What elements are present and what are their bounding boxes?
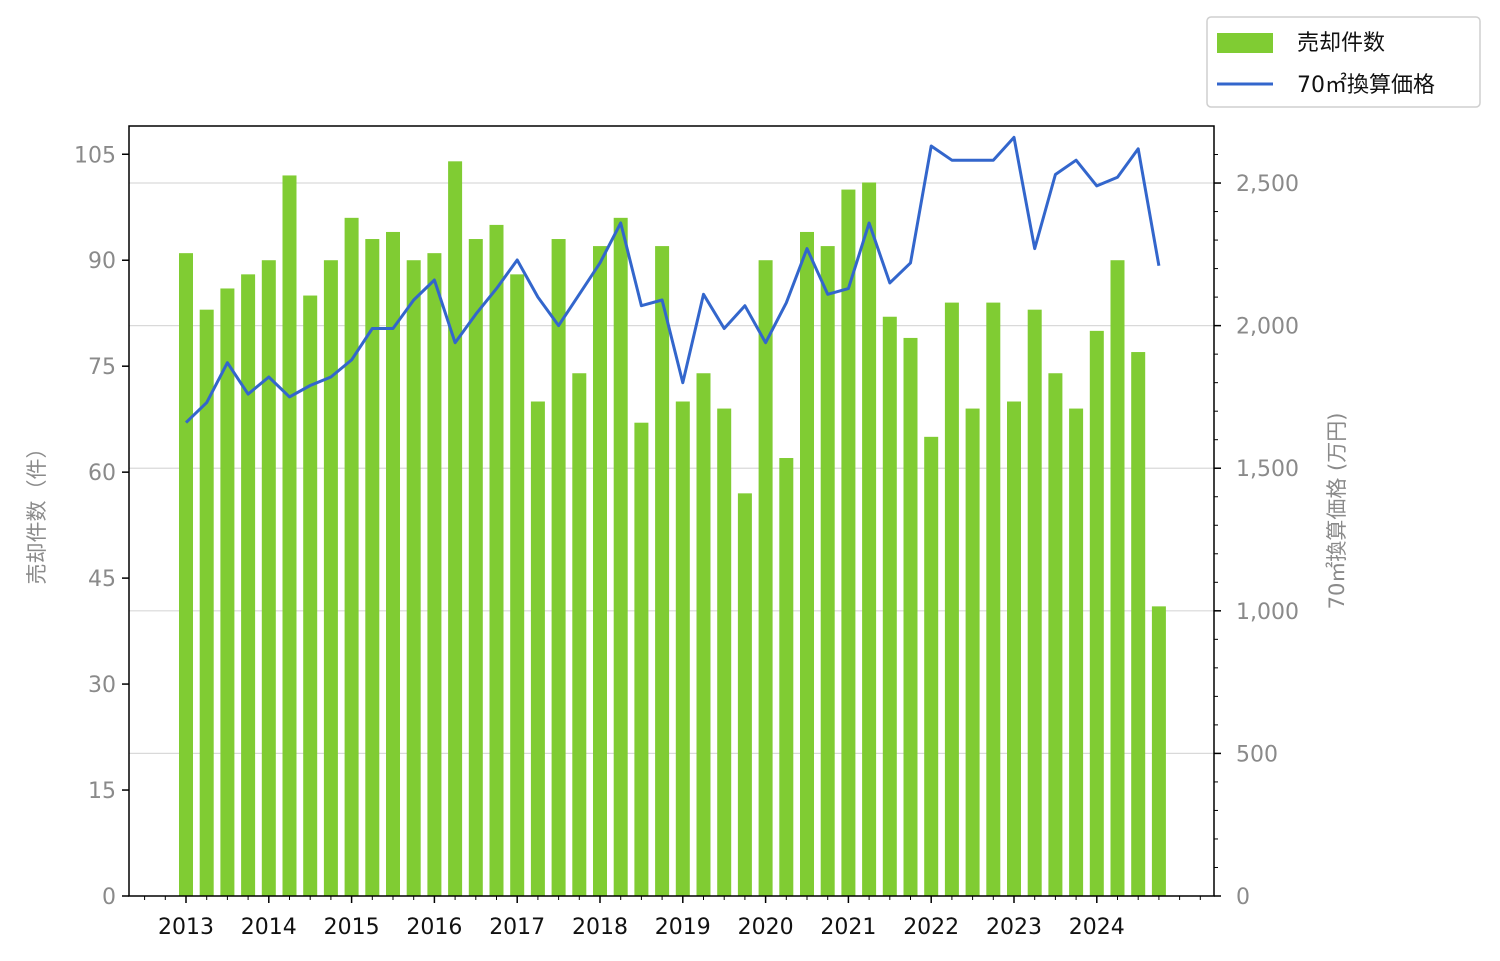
bar-2024-Q4 xyxy=(1151,606,1166,896)
bar-2017-Q1 xyxy=(510,274,525,896)
right-tick-label-3: 1,500 xyxy=(1236,457,1299,482)
bar-2023-Q3 xyxy=(1048,373,1063,897)
bar-2018-Q2 xyxy=(613,217,628,897)
bar-2022-Q4 xyxy=(986,302,1001,897)
x-tick-label-2015: 2015 xyxy=(324,915,380,940)
bar-2024-Q1 xyxy=(1089,330,1104,896)
left-tick-label-5: 75 xyxy=(88,355,116,380)
bar-2015-Q2 xyxy=(365,239,380,896)
x-tick-label-2023: 2023 xyxy=(986,915,1042,940)
bar-2023-Q1 xyxy=(1007,401,1021,896)
right-tick-label-0: 0 xyxy=(1236,885,1250,910)
legend: 売却件数 70㎡換算価格 xyxy=(1206,16,1481,108)
bar-2016-Q4 xyxy=(489,224,504,897)
bar-2020-Q2 xyxy=(779,458,794,896)
x-tick-label-2020: 2020 xyxy=(738,915,794,940)
bar-series xyxy=(179,161,1166,897)
bar-2014-Q3 xyxy=(303,295,318,897)
left-tick-label-4: 60 xyxy=(88,461,116,486)
x-tick-label-2024: 2024 xyxy=(1069,915,1125,940)
legend-line-label: 70㎡換算価格 xyxy=(1297,72,1435,98)
bar-2020-Q4 xyxy=(820,246,835,896)
right-tick-label-5: 2,500 xyxy=(1236,172,1299,197)
bar-2021-Q3 xyxy=(882,316,897,896)
bar-2013-Q1 xyxy=(179,253,193,897)
right-axis-title: 70㎡換算価格 (万円) xyxy=(1325,413,1349,610)
legend-bar-label: 売却件数 xyxy=(1297,31,1385,56)
bar-2024-Q3 xyxy=(1131,352,1146,896)
bar-2021-Q4 xyxy=(903,337,918,896)
x-tick-label-2013: 2013 xyxy=(158,915,214,940)
bar-2020-Q3 xyxy=(800,231,814,896)
plot-frame xyxy=(128,125,1215,897)
bar-2018-Q1 xyxy=(593,246,607,896)
x-tick-label-2014: 2014 xyxy=(241,915,297,940)
bar-2016-Q2 xyxy=(448,161,463,896)
bar-2015-Q1 xyxy=(344,217,359,897)
left-tick-label-1: 15 xyxy=(88,779,116,804)
bar-2013-Q2 xyxy=(199,309,214,896)
bar-2022-Q1 xyxy=(924,436,939,896)
left-tick-label-2: 30 xyxy=(88,673,116,698)
bar-2014-Q4 xyxy=(323,260,338,896)
bar-2023-Q4 xyxy=(1069,408,1084,896)
right-tick-label-2: 1,000 xyxy=(1236,600,1299,625)
bar-2019-Q3 xyxy=(717,408,732,896)
bar-2019-Q1 xyxy=(675,401,690,896)
left-tick-label-0: 0 xyxy=(102,885,116,910)
bar-2015-Q4 xyxy=(406,260,421,896)
bar-2019-Q2 xyxy=(696,373,711,897)
right-tick-label-4: 2,000 xyxy=(1236,315,1299,340)
left-tick-label-7: 105 xyxy=(74,143,116,168)
legend-box xyxy=(1206,16,1481,108)
bar-2021-Q2 xyxy=(862,182,877,896)
bar-2017-Q2 xyxy=(530,401,545,896)
line-series xyxy=(184,135,1161,424)
bar-2020-Q1 xyxy=(758,260,773,896)
bar-2013-Q3 xyxy=(220,288,235,896)
bar-2024-Q2 xyxy=(1110,260,1125,896)
left-axis-title: 売却件数（件） xyxy=(25,438,49,585)
x-tick-label-2018: 2018 xyxy=(572,915,628,940)
right-axis: 0 500 1,000 1,500 2,000 2,500 xyxy=(1214,154,1299,910)
bar-2017-Q3 xyxy=(551,239,566,896)
x-tick-label-2017: 2017 xyxy=(489,915,545,940)
bar-2023-Q2 xyxy=(1027,309,1042,896)
bar-2019-Q4 xyxy=(737,493,752,896)
x-tick-label-2022: 2022 xyxy=(903,915,959,940)
x-tick-label-2021: 2021 xyxy=(820,915,876,940)
bar-2016-Q1 xyxy=(427,253,442,897)
bar-2013-Q4 xyxy=(241,274,256,896)
bar-2022-Q3 xyxy=(965,408,980,896)
bar-2014-Q1 xyxy=(261,260,276,896)
legend-bar-swatch xyxy=(1217,33,1273,53)
bar-2015-Q3 xyxy=(386,231,400,896)
left-tick-label-3: 45 xyxy=(88,567,116,592)
bar-2018-Q4 xyxy=(655,246,670,896)
bar-2022-Q2 xyxy=(944,302,959,897)
bar-2017-Q4 xyxy=(572,373,587,897)
x-tick-label-2016: 2016 xyxy=(406,915,462,940)
x-axis: 2013 2014 2015 2016 2017 2018 2019 2020 2021 2022… xyxy=(144,896,1201,940)
bar-2021-Q1 xyxy=(841,189,856,896)
x-tick-label-2019: 2019 xyxy=(655,915,711,940)
left-axis: 0 15 30 45 60 75 90 105 xyxy=(74,143,129,910)
bar-2018-Q3 xyxy=(634,422,649,896)
left-tick-label-6: 90 xyxy=(88,249,116,274)
price-line xyxy=(184,135,1161,424)
bar-2014-Q2 xyxy=(282,175,297,897)
right-tick-label-1: 500 xyxy=(1236,742,1278,767)
bar-2016-Q3 xyxy=(468,239,483,896)
